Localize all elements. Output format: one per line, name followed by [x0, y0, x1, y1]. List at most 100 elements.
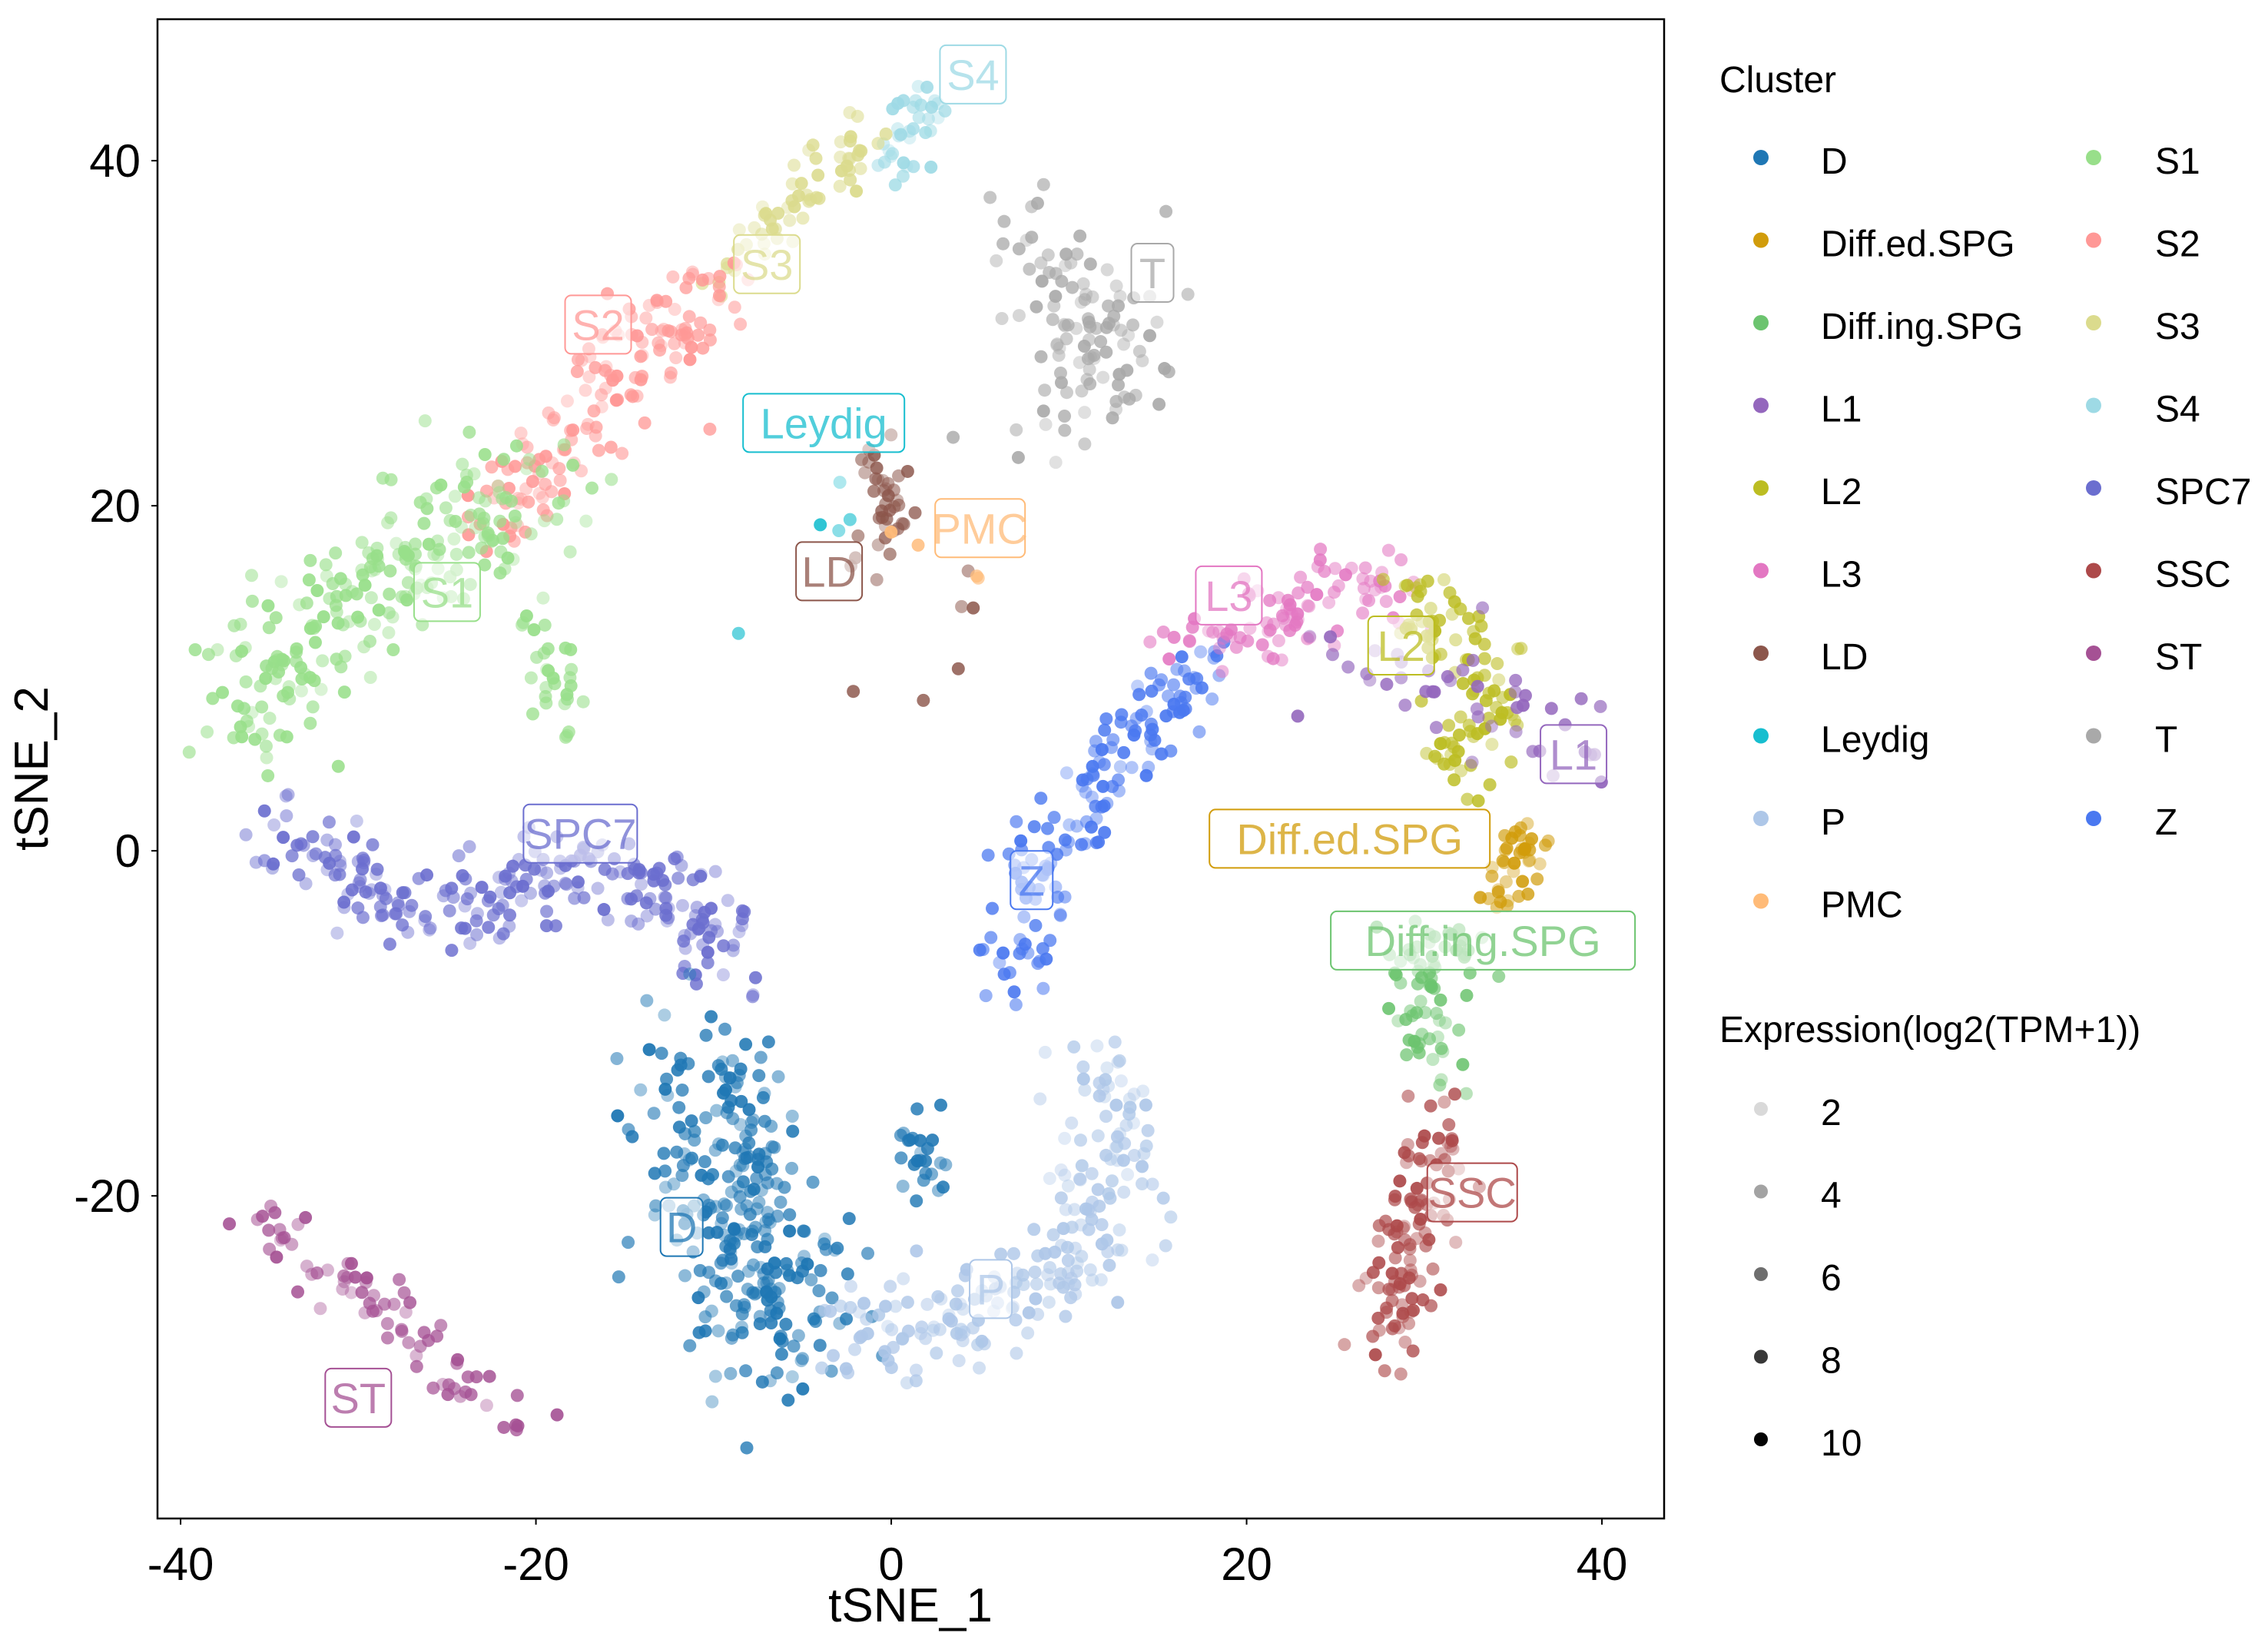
point-Z	[1167, 678, 1181, 692]
cluster-label-box	[1130, 243, 1175, 304]
point-Diff.ed.SPG	[1517, 842, 1531, 856]
point-ST	[256, 1210, 270, 1223]
point-L3	[1216, 632, 1230, 646]
point-S1	[564, 642, 578, 656]
point-L1	[1465, 755, 1479, 769]
point-S2	[668, 303, 681, 317]
point-P	[973, 1361, 986, 1375]
point-S1	[508, 509, 522, 523]
point-T	[1070, 247, 1084, 261]
point-P	[857, 1296, 871, 1310]
point-ST	[310, 1266, 324, 1280]
point-P	[1108, 1035, 1122, 1049]
point-SPC7	[239, 828, 253, 841]
point-D	[742, 1103, 756, 1117]
point-S2	[575, 353, 589, 367]
point-S2	[683, 353, 697, 367]
point-ST	[344, 1286, 358, 1299]
point-S1	[331, 759, 345, 773]
point-SPC7	[401, 925, 415, 939]
point-S1	[478, 447, 492, 461]
point-SPC7	[701, 945, 715, 959]
point-Diff.ing.SPG	[1418, 1006, 1432, 1020]
cluster-label-box	[1426, 1162, 1518, 1223]
expression-legend-label: 6	[1821, 1258, 1842, 1299]
point-LD	[855, 453, 869, 466]
point-SSC	[1368, 1348, 1382, 1362]
point-SSC	[1352, 1279, 1366, 1293]
point-D	[699, 1028, 713, 1042]
point-SPC7	[469, 914, 483, 928]
point-S1	[273, 729, 287, 742]
point-T	[1120, 363, 1134, 377]
point-D	[769, 1266, 783, 1280]
cluster-label-Diff.ing.SPG: Diff.ing.SPG	[1330, 910, 1636, 971]
point-Z	[996, 946, 1010, 960]
point-S1	[493, 566, 507, 580]
point-SPC7	[705, 901, 718, 915]
point-SPC7	[486, 908, 500, 922]
point-ST	[403, 1296, 417, 1309]
cluster-label-text: S1	[421, 568, 474, 616]
point-T	[1096, 370, 1110, 384]
point-ST	[277, 1230, 291, 1244]
point-Z	[1144, 717, 1158, 731]
point-S1	[372, 603, 386, 617]
point-T	[1035, 274, 1049, 288]
point-S1	[384, 511, 398, 525]
point-D	[743, 1207, 757, 1221]
point-S2	[624, 388, 638, 402]
point-SPC7	[333, 868, 346, 881]
point-D	[747, 1258, 761, 1272]
point-S3	[851, 148, 865, 162]
point-S2	[553, 473, 567, 487]
point-D	[634, 1083, 648, 1097]
point-D	[772, 1282, 786, 1296]
point-Leydig	[832, 523, 846, 537]
point-SPC7	[635, 878, 648, 891]
point-P	[1029, 1292, 1043, 1306]
point-T	[1080, 373, 1094, 387]
point-L2	[1462, 719, 1476, 732]
legend-swatch	[2086, 232, 2101, 248]
point-SSC	[1442, 1118, 1456, 1132]
point-S3	[732, 223, 746, 237]
point-SPC7	[506, 859, 519, 873]
point-P	[872, 1308, 886, 1322]
point-SPC7	[322, 815, 336, 829]
point-Z	[1161, 689, 1175, 703]
point-P	[1095, 1218, 1109, 1232]
point-SPC7	[527, 862, 541, 876]
point-ST	[393, 1273, 406, 1286]
point-S4	[907, 122, 920, 136]
point-L3	[1266, 652, 1280, 665]
point-D	[931, 1183, 945, 1197]
point-T	[1122, 328, 1136, 342]
point-SSC	[1398, 1335, 1412, 1349]
point-ST	[313, 1302, 327, 1316]
point-ST	[402, 1336, 416, 1349]
point-T	[1077, 339, 1091, 353]
point-D	[910, 1194, 923, 1208]
point-Z	[1089, 812, 1103, 825]
point-LD	[955, 599, 969, 613]
point-P	[1016, 1278, 1030, 1292]
point-S1	[501, 551, 515, 565]
point-L1	[1574, 692, 1588, 705]
point-SSC	[1371, 1311, 1385, 1325]
point-SSC	[1434, 1147, 1448, 1160]
point-S2	[582, 370, 596, 384]
point-S1	[390, 536, 403, 550]
plot-border	[156, 18, 1666, 1520]
point-SPC7	[439, 884, 453, 898]
point-SPC7	[337, 901, 351, 914]
point-LD	[869, 472, 883, 486]
legend-label: SSC	[2155, 555, 2231, 596]
point-P	[834, 1299, 847, 1313]
point-SPC7	[281, 788, 295, 802]
point-S3	[834, 135, 847, 149]
expression-swatch	[1754, 1349, 1768, 1364]
point-D	[756, 1090, 770, 1104]
point-SPC7	[540, 904, 554, 918]
point-Z	[1194, 645, 1208, 659]
